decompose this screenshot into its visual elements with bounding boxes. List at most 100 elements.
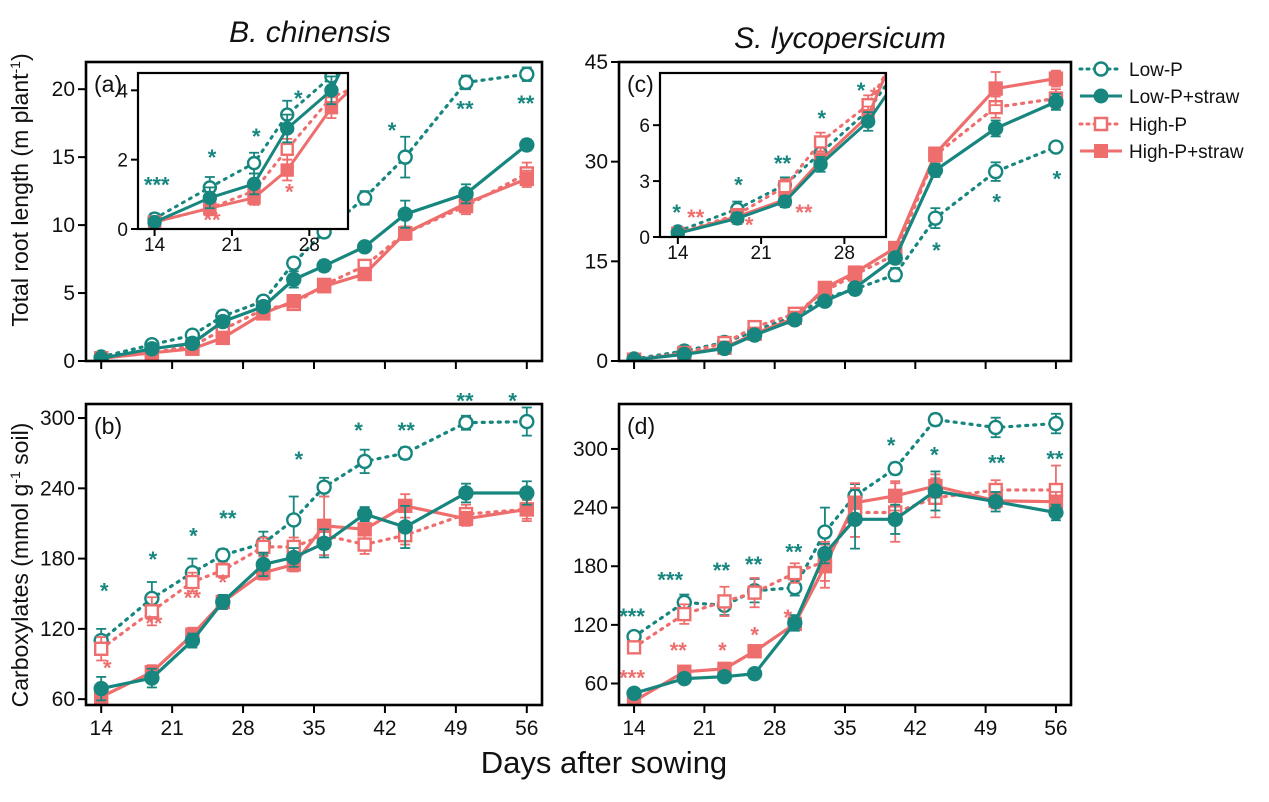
significance-mark-d-3: ** <box>745 552 763 577</box>
significance-mark-b-4: * <box>295 447 304 472</box>
significance-mark-c-inset-1: * <box>734 172 743 197</box>
panel-label-b: (b) <box>94 413 122 439</box>
series-line-low-p-straw-c-inset <box>677 92 886 235</box>
legend-item-low-p: Low-P <box>1078 60 1183 81</box>
significance-mark-b-10: ** <box>184 585 202 610</box>
x-tick-label-c-inset-21: 21 <box>751 243 772 264</box>
data-point-high-p-straw-c-56 <box>1048 71 1064 86</box>
data-point-low-p-c-44 <box>927 210 944 226</box>
data-point-low-p-straw-d-44 <box>927 483 944 499</box>
data-point-low-p-b-26 <box>215 547 231 563</box>
significance-mark-d-2: ** <box>713 558 731 583</box>
significance-mark-a-3: ** <box>517 91 535 116</box>
significance-mark-b-3: ** <box>219 506 237 531</box>
data-point-high-p-straw-a-26 <box>215 330 231 346</box>
data-point-low-p-b-36 <box>316 479 332 495</box>
x-tick-label-d-21: 21 <box>693 717 716 740</box>
data-point-low-p-straw-c-23 <box>716 340 733 357</box>
data-point-high-p-straw-a-33 <box>286 294 301 309</box>
plot-area-a-inset <box>147 73 348 229</box>
data-point-high-p-c-inset-23 <box>778 179 792 194</box>
data-point-low-p-straw-c-40 <box>887 250 903 266</box>
y-axis-title-carboxylates: Carboxylates (mmol g-1 soil) <box>7 423 33 708</box>
y-tick-label-b-240: 240 <box>40 477 75 500</box>
x-tick-label-d-49: 49 <box>974 717 997 740</box>
legend-item-high-p: High-P <box>1078 115 1187 136</box>
data-point-low-p-straw-c-50 <box>987 120 1004 137</box>
significance-mark-a-inset-3: * <box>294 86 303 111</box>
data-point-low-p-a-40 <box>356 190 373 206</box>
significance-mark-a-inset-5: * <box>252 193 261 218</box>
data-point-high-p-b-30 <box>256 539 271 555</box>
plot-area-c-inset <box>670 73 886 237</box>
y-tick-label-b-180: 180 <box>40 548 75 571</box>
data-point-low-p-straw-c-26 <box>746 327 763 343</box>
data-point-high-p-d-19 <box>677 606 692 622</box>
data-point-high-p-straw-c-44 <box>928 146 943 161</box>
significance-mark-d-6: * <box>930 443 939 468</box>
x-tick-label-b-49: 49 <box>444 717 467 740</box>
significance-mark-a-inset-6: * <box>285 180 294 205</box>
x-tick-label-a-inset-28: 28 <box>299 235 320 256</box>
significance-mark-d-12: * <box>750 622 759 647</box>
plot-frame-c <box>617 60 1073 363</box>
data-point-low-p-c-50 <box>987 163 1004 180</box>
plot-frame-d <box>617 402 1073 707</box>
y-tick-label-a-5: 5 <box>63 282 75 305</box>
significance-mark-b-5: * <box>354 418 363 443</box>
data-point-low-p-straw-b-33 <box>286 549 302 566</box>
x-tick-label-d-28: 28 <box>763 717 786 740</box>
data-point-low-p-straw-d-19 <box>676 670 692 687</box>
legend-item-high-p-straw: High-P+straw <box>1080 142 1244 163</box>
data-point-low-p-straw-a-14 <box>93 350 109 361</box>
data-point-low-p-straw-a-inset-14 <box>147 214 162 229</box>
data-point-high-p-d-30 <box>787 565 802 581</box>
data-point-low-p-straw-c-30 <box>787 312 803 328</box>
data-point-low-p-straw-d-23 <box>716 668 733 685</box>
x-tick-label-d-56: 56 <box>1044 717 1067 740</box>
significance-mark-d-13: * <box>783 605 792 630</box>
data-point-low-p-straw-d-36 <box>847 511 863 528</box>
series-line-low-p-a <box>99 72 529 359</box>
data-point-low-p-straw-b-23 <box>184 632 201 649</box>
data-point-low-p-straw-c-56 <box>1048 94 1064 110</box>
y-tick-label-c-45: 45 <box>585 51 608 74</box>
data-point-high-p-b-14 <box>93 641 109 656</box>
y-tick-label-a-inset-0: 0 <box>117 220 128 241</box>
column-title-s-lycopersicum: S. lycopersicum <box>734 22 946 55</box>
y-tick-label-d-180: 180 <box>573 555 608 578</box>
y-tick-label-d-300: 300 <box>573 438 608 461</box>
y-tick-label-b-300: 300 <box>40 407 75 430</box>
data-point-high-p-b-26 <box>215 563 231 578</box>
data-point-low-p-straw-d-40 <box>887 511 903 528</box>
y-tick-label-d-120: 120 <box>573 614 608 637</box>
data-point-low-p-straw-b-50 <box>458 485 474 501</box>
significance-mark-a-inset-4: ** <box>203 207 221 232</box>
data-point-low-p-d-33 <box>817 524 833 540</box>
significance-mark-c-2: * <box>1053 166 1062 191</box>
significance-mark-a-2: ** <box>456 96 474 121</box>
y-tick-label-a-10: 10 <box>52 214 75 237</box>
plot-area-d <box>626 411 1064 705</box>
y-axis-title-root-length: Total root length (m plant-1) <box>7 53 33 326</box>
data-point-low-p-straw-b-56 <box>519 485 535 501</box>
significance-mark-b-12: * <box>103 656 112 681</box>
data-point-low-p-straw-b-14 <box>93 680 109 697</box>
series-line-high-p-c-inset <box>676 73 886 235</box>
significance-mark-c-1: * <box>992 190 1001 215</box>
data-point-low-p-straw-a-33 <box>286 271 302 288</box>
panel-label-a: (a) <box>94 71 122 97</box>
data-point-low-p-straw-a-50 <box>458 186 474 202</box>
significance-mark-b-6: ** <box>398 418 416 443</box>
y-tick-label-c-30: 30 <box>585 151 608 174</box>
data-point-low-p-straw-c-inset-19 <box>730 211 745 226</box>
y-axis-title-carboxylates-main: Carboxylates (mmol g <box>7 484 33 708</box>
x-tick-label-b-56: 56 <box>515 717 538 740</box>
plot-background-b <box>86 404 542 705</box>
data-point-low-p-straw-c-33 <box>817 293 833 309</box>
x-axis-title: Days after sowing <box>481 745 727 780</box>
y-tick-label-a-20: 20 <box>52 78 75 101</box>
data-point-low-p-straw-a-56 <box>519 137 535 153</box>
